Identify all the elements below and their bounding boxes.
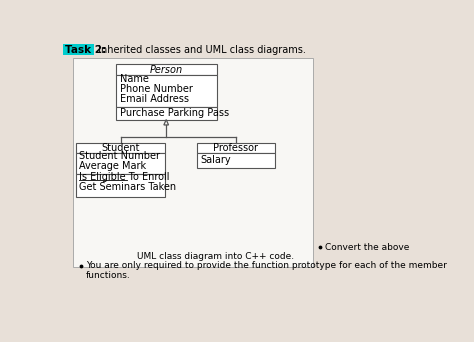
Text: Is Eligible To Enroll: Is Eligible To Enroll <box>80 172 170 182</box>
Text: Inherited classes and UML class diagrams.: Inherited classes and UML class diagrams… <box>95 45 306 55</box>
FancyBboxPatch shape <box>76 153 165 174</box>
FancyBboxPatch shape <box>76 174 165 197</box>
FancyBboxPatch shape <box>116 64 217 75</box>
FancyBboxPatch shape <box>116 75 217 107</box>
FancyBboxPatch shape <box>197 153 275 168</box>
Text: Professor: Professor <box>213 143 258 153</box>
FancyBboxPatch shape <box>63 44 94 55</box>
Text: You are only required to provide the function prototype for each of the member: You are only required to provide the fun… <box>86 261 447 271</box>
Text: Person: Person <box>150 65 183 75</box>
Text: Name: Name <box>120 74 148 84</box>
FancyBboxPatch shape <box>116 107 217 120</box>
FancyBboxPatch shape <box>197 143 275 153</box>
Text: Get Seminars Taken: Get Seminars Taken <box>80 182 176 192</box>
Text: Email Address: Email Address <box>120 94 189 104</box>
Text: Salary: Salary <box>201 155 231 166</box>
Text: Task 2:: Task 2: <box>64 45 106 55</box>
Text: Average Mark: Average Mark <box>80 161 146 171</box>
Text: Student Number: Student Number <box>80 151 160 161</box>
FancyBboxPatch shape <box>73 58 313 267</box>
Text: Student: Student <box>101 143 140 153</box>
Text: UML class diagram into C++ code.: UML class diagram into C++ code. <box>137 252 294 261</box>
Text: Convert the above: Convert the above <box>325 243 410 252</box>
Text: Phone Number: Phone Number <box>120 84 192 94</box>
FancyBboxPatch shape <box>76 143 165 153</box>
Text: Purchase Parking Pass: Purchase Parking Pass <box>120 108 229 118</box>
Text: functions.: functions. <box>86 271 130 280</box>
